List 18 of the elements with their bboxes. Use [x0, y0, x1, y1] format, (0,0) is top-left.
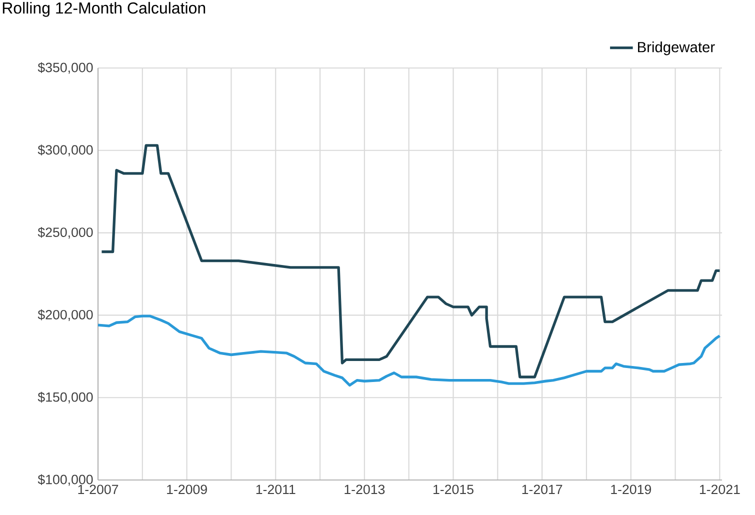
x-tick-label: 1-2019: [611, 484, 652, 494]
y-tick-label: $200,000: [38, 309, 93, 321]
x-tick-label: 1-2013: [344, 484, 385, 494]
chart-title: Rolling 12-Month Calculation: [2, 2, 206, 17]
y-tick-label: $150,000: [38, 392, 93, 404]
y-tick-label: $100,000: [38, 474, 93, 486]
line-series: [100, 144, 722, 378]
x-tick-label: 1-2007: [78, 484, 118, 494]
y-tick-label: $350,000: [38, 62, 93, 74]
y-tick-label: $300,000: [38, 144, 93, 156]
x-tick-label: 1-2017: [522, 484, 562, 494]
x-tick-label: 1-2021: [700, 484, 740, 494]
legend-label: Bridgewater: [638, 42, 715, 56]
x-tick-label: 1-2011: [256, 484, 296, 494]
x-tick-label: 1-2009: [167, 484, 207, 494]
line-series: [98, 314, 722, 387]
y-tick-label: $250,000: [38, 227, 93, 239]
x-tick-label: 1-2015: [434, 484, 474, 494]
